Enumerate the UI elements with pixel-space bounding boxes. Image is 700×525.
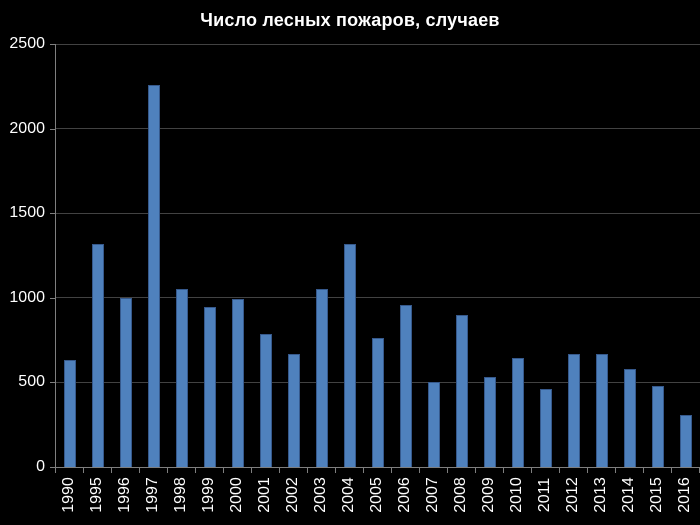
x-tick-label-text: 2014 <box>620 477 637 513</box>
x-tick-17 <box>531 468 532 473</box>
bar-2006 <box>400 305 412 467</box>
x-tick-label-text: 1996 <box>116 477 133 513</box>
bar-1998 <box>176 289 188 467</box>
y-tick-0 <box>50 467 55 468</box>
x-tick-2 <box>111 468 112 473</box>
x-tick-7 <box>251 468 252 473</box>
x-tick-5 <box>195 468 196 473</box>
bar-2009 <box>484 377 496 467</box>
x-tick-label-text: 2015 <box>648 477 665 513</box>
plot-area <box>55 43 700 468</box>
bar-2008 <box>456 315 468 467</box>
x-tick-9 <box>307 468 308 473</box>
y-tick-500 <box>50 382 55 384</box>
bar-2013 <box>596 354 608 467</box>
y-tick-label-2500: 2500 <box>9 35 45 52</box>
x-tick-label-text: 1995 <box>88 477 105 513</box>
x-tick-0 <box>55 468 56 473</box>
x-tick-3 <box>139 468 140 473</box>
x-tick-label-text: 2000 <box>228 477 245 513</box>
y-tick-label-1500: 1500 <box>9 204 45 222</box>
x-tick-16 <box>503 468 504 473</box>
bar-2004 <box>344 244 356 467</box>
bar-2012 <box>568 354 580 467</box>
x-tick-label-text: 2016 <box>676 477 693 513</box>
x-tick-label-text: 2009 <box>480 477 497 513</box>
x-tick-label-text: 1997 <box>144 477 161 513</box>
x-tick-label-text: 1990 <box>60 477 77 513</box>
x-tick-label-text: 2001 <box>256 477 273 513</box>
y-tick-1500 <box>50 213 55 215</box>
bar-1990 <box>64 360 76 467</box>
bar-2001 <box>260 334 272 467</box>
x-tick-label-text: 2006 <box>396 477 413 513</box>
x-tick-label-text: 2012 <box>564 477 581 513</box>
y-tick-2500 <box>50 44 55 45</box>
x-tick-10 <box>335 468 336 473</box>
x-tick-22 <box>671 468 672 473</box>
x-tick-label-text: 2003 <box>312 477 329 513</box>
x-tick-20 <box>615 468 616 473</box>
bar-2000 <box>232 299 244 467</box>
y-tick-1000 <box>50 297 55 299</box>
chart-title: Число лесных пожаров, случаев <box>200 10 500 30</box>
gridline-2000 <box>56 128 700 130</box>
y-tick-label-0: 0 <box>36 458 45 475</box>
x-tick-label-text: 2010 <box>508 477 525 513</box>
x-tick-label-text: 2013 <box>592 477 609 513</box>
x-tick-label-text: 2005 <box>368 477 385 513</box>
x-tick-label-text: 2004 <box>340 477 357 513</box>
x-tick-12 <box>391 468 392 473</box>
bar-2007 <box>428 382 440 467</box>
x-tick-6 <box>223 468 224 473</box>
x-tick-19 <box>587 468 588 473</box>
gridline-1000 <box>56 297 700 299</box>
x-tick-1 <box>83 468 84 473</box>
x-tick-15 <box>475 468 476 473</box>
x-tick-label-text: 2007 <box>424 477 441 513</box>
x-tick-14 <box>447 468 448 473</box>
bar-2016 <box>680 415 692 467</box>
bar-2015 <box>652 386 664 467</box>
bar-2011 <box>540 389 552 467</box>
y-tick-label-500: 500 <box>18 373 45 391</box>
bar-1997 <box>148 85 160 467</box>
bar-2010 <box>512 358 524 467</box>
x-tick-label-text: 1999 <box>200 477 217 513</box>
bar-2003 <box>316 289 328 467</box>
y-tick-2000 <box>50 128 55 130</box>
bar-2014 <box>624 369 636 467</box>
x-tick-21 <box>643 468 644 473</box>
x-tick-11 <box>363 468 364 473</box>
bar-2002 <box>288 354 300 467</box>
bar-1999 <box>204 307 216 467</box>
x-tick-18 <box>559 468 560 473</box>
x-tick-4 <box>167 468 168 473</box>
bar-2005 <box>372 338 384 467</box>
y-tick-label-2000: 2000 <box>9 119 45 137</box>
x-tick-13 <box>419 468 420 473</box>
bar-1995 <box>92 244 104 467</box>
bar-1996 <box>120 298 132 467</box>
y-tick-label-1000: 1000 <box>9 288 45 306</box>
gridline-1500 <box>56 212 700 214</box>
x-tick-label-text: 2002 <box>284 477 301 513</box>
x-tick-label-text: 1998 <box>172 477 189 513</box>
x-tick-label-text: 2011 <box>536 477 553 513</box>
x-tick-8 <box>279 468 280 473</box>
gridline-2500 <box>56 43 700 45</box>
x-tick-label-text: 2008 <box>452 477 469 513</box>
